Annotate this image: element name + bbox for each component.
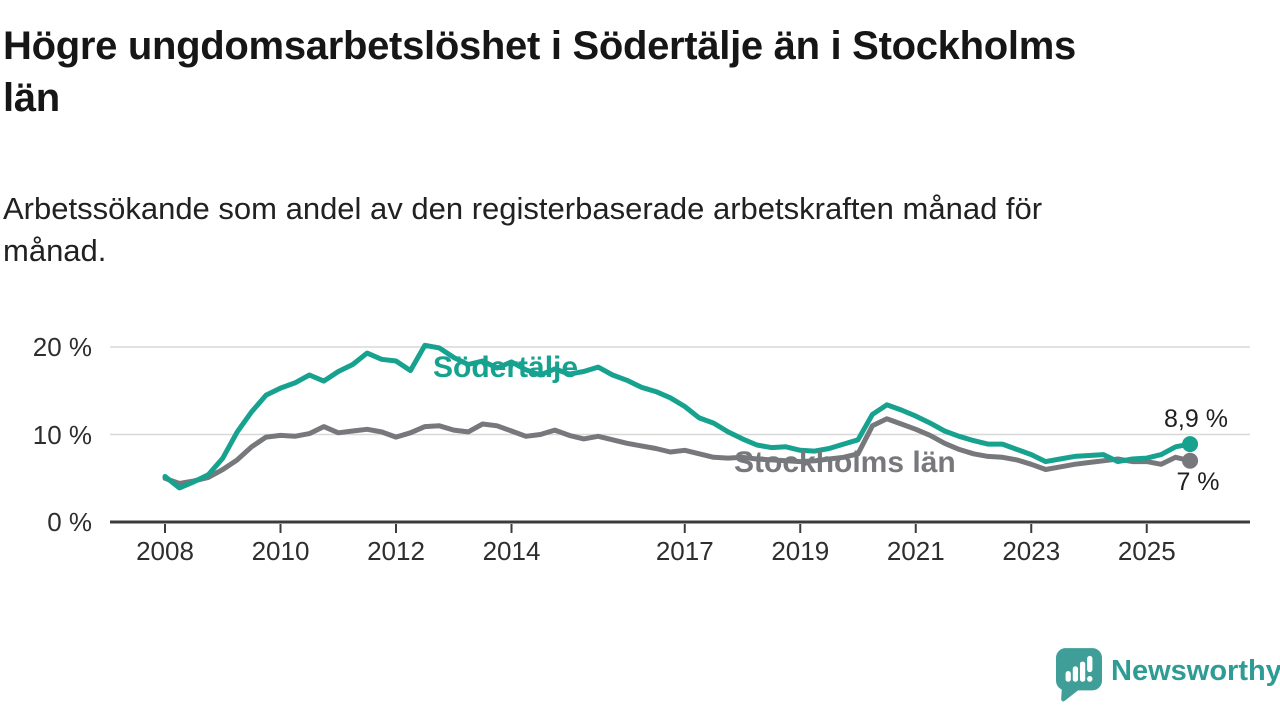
x-axis-tick-label: 2025: [1117, 536, 1176, 566]
chart-title: Högre ungdomsarbetslöshet i Södertälje ä…: [3, 20, 1277, 124]
x-axis-tick-label: 2021: [886, 536, 945, 566]
y-axis-tick-label: 20 %: [32, 332, 92, 362]
chart-subtitle: Arbetssökande som andel av den registerb…: [3, 188, 1203, 272]
end-dot-stockholms-l-n: [1182, 452, 1199, 469]
x-axis-tick-label: 2019: [771, 536, 830, 566]
line-stockholms-l-n: [162, 416, 1193, 486]
chart-title-line2: län: [3, 76, 60, 120]
line-s-dert-lje: [162, 342, 1193, 491]
series-label-sodertalje: Södertälje: [433, 351, 579, 384]
x-axis-tick-label: 2017: [655, 536, 714, 566]
newsworthy-speech-bubble-icon: [1056, 648, 1102, 702]
y-axis-tick-label: 0 %: [47, 507, 92, 537]
x-axis-tick-label: 2014: [482, 536, 541, 566]
end-value-label-sodertalje: 8,9 %: [1164, 405, 1228, 433]
series-label-stockholms-lan: Stockholms län: [734, 446, 956, 479]
end-dot-s-dert-lje: [1182, 436, 1199, 453]
x-axis-tick-label: 2008: [136, 536, 194, 566]
chart-subtitle-line1: Arbetssökande som andel av den registerb…: [3, 191, 1043, 226]
x-axis-tick-label: 2023: [1002, 536, 1061, 566]
end-value-label-stockholms-lan: 7 %: [1176, 468, 1220, 496]
chart-title-line1: Högre ungdomsarbetslöshet i Södertälje ä…: [3, 24, 1076, 68]
chart-subtitle-line2: månad.: [3, 232, 107, 268]
x-axis-tick-label: 2012: [367, 536, 425, 566]
newsworthy-wordmark: Newsworthy: [1111, 655, 1280, 687]
x-axis-tick-label: 2010: [251, 536, 310, 566]
y-axis-tick-label: 10 %: [32, 419, 92, 450]
newsworthy-logo: Newsworthy: [1056, 648, 1280, 702]
